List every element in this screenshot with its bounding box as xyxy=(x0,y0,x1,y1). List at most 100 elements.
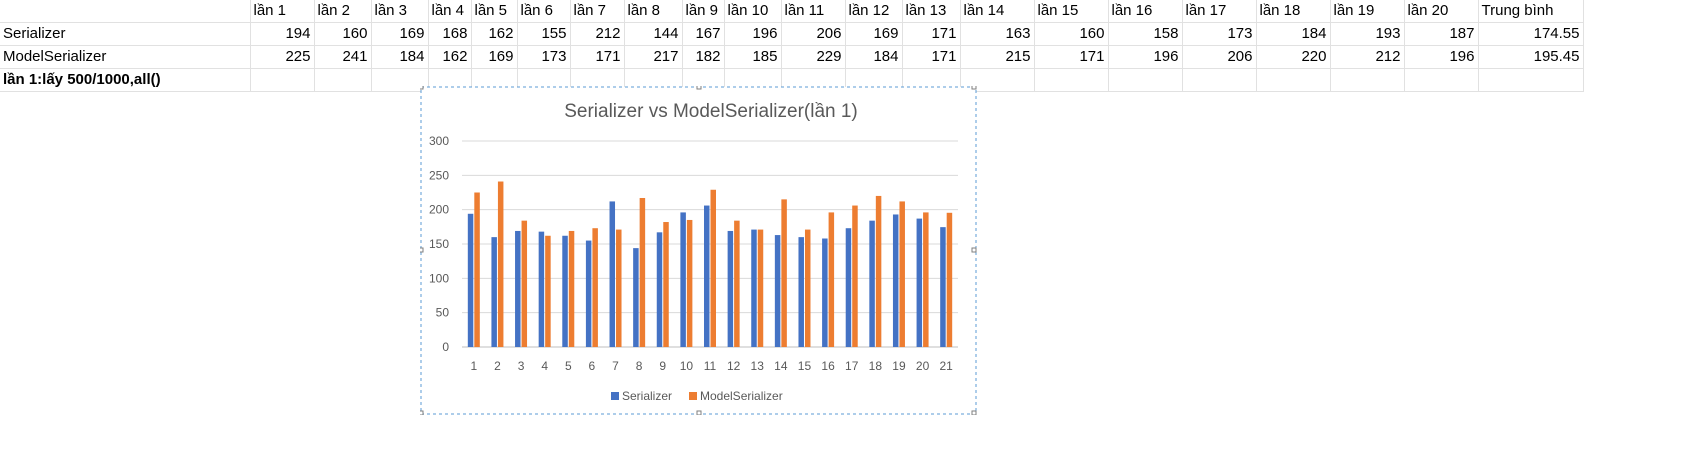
value-cell[interactable]: 196 xyxy=(724,22,782,46)
y-tick-label: 100 xyxy=(429,271,449,285)
bar-modelserializer xyxy=(899,201,905,347)
value-cell[interactable]: 196 xyxy=(1404,45,1479,69)
value-cell[interactable]: 171 xyxy=(1034,45,1109,69)
value-cell[interactable]: 195.45 xyxy=(1478,45,1584,69)
column-header-cell[interactable]: lần 13 xyxy=(902,0,961,23)
x-tick-label: 19 xyxy=(892,359,906,373)
empty-cell[interactable] xyxy=(1034,68,1109,92)
value-cell[interactable]: 168 xyxy=(428,22,472,46)
column-header-cell[interactable]: lần 12 xyxy=(845,0,903,23)
empty-cell[interactable] xyxy=(1404,68,1479,92)
bar-chart[interactable]: Serializer vs ModelSerializer(lần 1) 050… xyxy=(420,86,977,415)
column-header-cell[interactable]: lần 16 xyxy=(1108,0,1183,23)
column-header-cell[interactable]: lần 9 xyxy=(682,0,725,23)
resize-handle[interactable] xyxy=(971,247,977,253)
value-cell[interactable]: 185 xyxy=(724,45,782,69)
value-cell[interactable]: 144 xyxy=(624,22,683,46)
column-header-cell[interactable]: lần 14 xyxy=(960,0,1035,23)
column-header-cell[interactable]: lần 15 xyxy=(1034,0,1109,23)
bar-serializer xyxy=(727,230,734,347)
value-cell[interactable]: 193 xyxy=(1330,22,1405,46)
x-tick-label: 15 xyxy=(798,359,812,373)
value-cell[interactable]: 229 xyxy=(781,45,846,69)
selection-handles[interactable] xyxy=(420,86,977,415)
column-header-cell[interactable]: lần 4 xyxy=(428,0,472,23)
column-header-cell[interactable]: lần 3 xyxy=(371,0,429,23)
column-header-cell[interactable]: lần 5 xyxy=(471,0,518,23)
bar-serializer xyxy=(892,214,899,347)
resize-handle[interactable] xyxy=(696,410,702,415)
value-cell[interactable]: 196 xyxy=(1108,45,1183,69)
column-header-cell[interactable]: lần 11 xyxy=(781,0,846,23)
resize-handle[interactable] xyxy=(420,410,424,415)
value-cell[interactable]: 217 xyxy=(624,45,683,69)
x-tick-label: 2 xyxy=(494,359,501,373)
resize-handle[interactable] xyxy=(420,247,424,253)
note-cell[interactable]: lần 1:lấy 500/1000,all() xyxy=(0,68,251,92)
value-cell[interactable]: 155 xyxy=(517,22,571,46)
column-header-cell[interactable]: lần 8 xyxy=(624,0,683,23)
resize-handle[interactable] xyxy=(420,86,424,90)
value-cell[interactable]: 184 xyxy=(1256,22,1331,46)
empty-cell[interactable] xyxy=(250,68,315,92)
x-tick-label: 21 xyxy=(940,359,954,373)
value-cell[interactable]: 169 xyxy=(845,22,903,46)
value-cell[interactable]: 162 xyxy=(428,45,472,69)
column-header-cell[interactable]: lần 17 xyxy=(1182,0,1257,23)
value-cell[interactable]: 173 xyxy=(1182,22,1257,46)
column-header-cell[interactable]: lần 19 xyxy=(1330,0,1405,23)
value-cell[interactable]: 171 xyxy=(902,45,961,69)
value-cell[interactable]: 182 xyxy=(682,45,725,69)
column-header-cell[interactable]: Trung bình xyxy=(1478,0,1584,23)
empty-cell[interactable] xyxy=(1330,68,1405,92)
value-cell[interactable]: 184 xyxy=(371,45,429,69)
value-cell[interactable]: 220 xyxy=(1256,45,1331,69)
value-cell[interactable]: 225 xyxy=(250,45,315,69)
value-cell[interactable]: 212 xyxy=(570,22,625,46)
value-cell[interactable]: 174.55 xyxy=(1478,22,1584,46)
resize-handle[interactable] xyxy=(696,86,702,90)
value-cell[interactable]: 187 xyxy=(1404,22,1479,46)
resize-handle[interactable] xyxy=(971,410,977,415)
bar-modelserializer xyxy=(757,229,764,347)
value-cell[interactable]: 169 xyxy=(471,45,518,69)
cell[interactable] xyxy=(0,0,251,23)
empty-cell[interactable] xyxy=(1256,68,1331,92)
empty-cell[interactable] xyxy=(1108,68,1183,92)
value-cell[interactable]: 167 xyxy=(682,22,725,46)
column-header-cell[interactable]: lần 10 xyxy=(724,0,782,23)
column-header-cell[interactable]: lần 2 xyxy=(314,0,372,23)
column-header-cell[interactable]: lần 18 xyxy=(1256,0,1331,23)
value-cell[interactable]: 169 xyxy=(371,22,429,46)
bar-serializer xyxy=(515,230,521,347)
row-label-cell[interactable]: ModelSerializer xyxy=(0,45,251,69)
value-cell[interactable]: 212 xyxy=(1330,45,1405,69)
value-cell[interactable]: 158 xyxy=(1108,22,1183,46)
value-cell[interactable]: 173 xyxy=(517,45,571,69)
column-header-cell[interactable]: lần 6 xyxy=(517,0,571,23)
value-cell[interactable]: 206 xyxy=(781,22,846,46)
value-cell[interactable]: 184 xyxy=(845,45,903,69)
value-cell[interactable]: 171 xyxy=(570,45,625,69)
bar-modelserializer xyxy=(923,212,929,347)
bar-serializer xyxy=(751,229,757,347)
column-header-cell[interactable]: lần 7 xyxy=(570,0,625,23)
resize-handle[interactable] xyxy=(971,86,977,90)
empty-cell[interactable] xyxy=(371,68,429,92)
value-cell[interactable]: 206 xyxy=(1182,45,1257,69)
value-cell[interactable]: 163 xyxy=(960,22,1035,46)
empty-cell[interactable] xyxy=(314,68,372,92)
value-cell[interactable]: 162 xyxy=(471,22,518,46)
row-label-cell[interactable]: Serializer xyxy=(0,22,251,46)
empty-cell[interactable] xyxy=(1478,68,1584,92)
value-cell[interactable]: 171 xyxy=(902,22,961,46)
value-cell[interactable]: 215 xyxy=(960,45,1035,69)
empty-cell[interactable] xyxy=(1182,68,1257,92)
column-header-cell[interactable]: lần 1 xyxy=(250,0,315,23)
value-cell[interactable]: 160 xyxy=(1034,22,1109,46)
value-cell[interactable]: 194 xyxy=(250,22,315,46)
empty-cell[interactable] xyxy=(960,68,1035,92)
value-cell[interactable]: 241 xyxy=(314,45,372,69)
value-cell[interactable]: 160 xyxy=(314,22,372,46)
column-header-cell[interactable]: lần 20 xyxy=(1404,0,1479,23)
